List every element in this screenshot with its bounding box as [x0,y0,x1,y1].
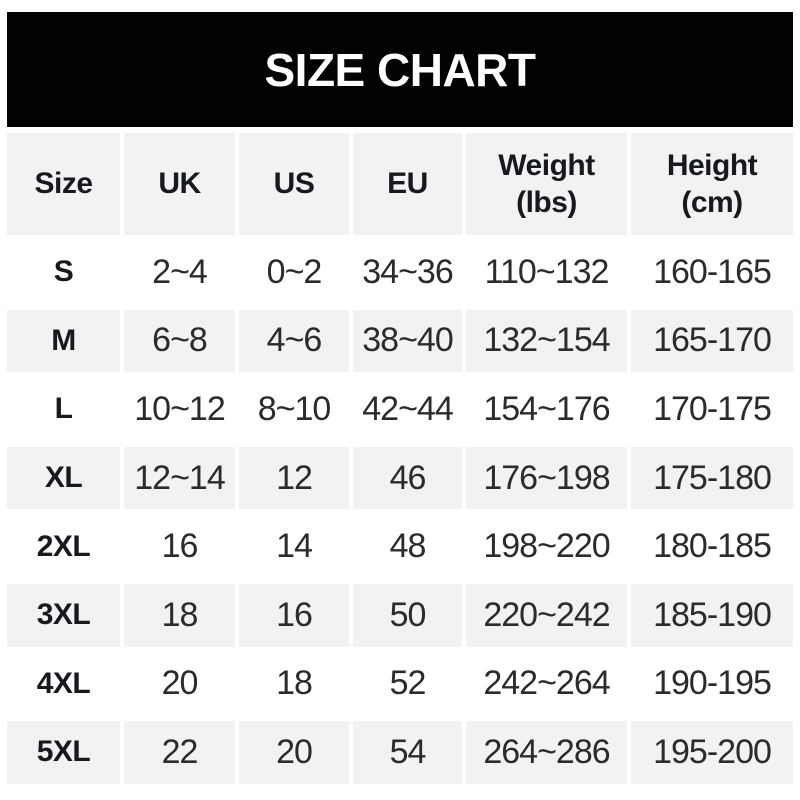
header-label: US [273,167,315,201]
size-cell: XL [7,446,120,510]
height-cell: 175-180 [631,446,793,510]
us-cell: 4~6 [239,309,349,373]
height-cell: 190-195 [631,652,793,716]
us-cell: 16 [239,583,349,647]
eu-cell: 34~36 [353,241,462,304]
eu-cell: 52 [353,652,462,716]
header-label: Weight [498,148,595,182]
weight-cell: 132~154 [466,309,627,373]
size-cell: 3XL [7,583,120,647]
header-cell-uk: UK [124,133,235,235]
uk-cell: 16 [124,515,235,578]
weight-cell: 220~242 [466,583,627,647]
height-cell: 170-175 [631,378,793,441]
eu-cell: 54 [353,721,462,784]
header-cell-height: Height (cm) [631,133,793,235]
header-cell-size: Size [7,133,120,235]
header-label: Size [34,167,93,201]
size-cell: M [7,309,120,373]
height-cell: 160-165 [631,241,793,304]
header-cell-eu: EU [353,133,462,235]
height-cell: 180-185 [631,515,793,578]
eu-cell: 38~40 [353,309,462,373]
us-cell: 20 [239,721,349,784]
header-cell-weight: Weight (lbs) [466,133,627,235]
uk-cell: 6~8 [124,309,235,373]
size-chart-banner: SIZE CHART [7,12,793,127]
weight-cell: 242~264 [466,652,627,716]
size-cell: 5XL [7,721,120,784]
eu-cell: 46 [353,446,462,510]
uk-cell: 20 [124,652,235,716]
header-sublabel: (lbs) [516,186,577,219]
height-cell: 195-200 [631,721,793,784]
us-cell: 18 [239,652,349,716]
eu-cell: 48 [353,515,462,578]
uk-cell: 10~12 [124,378,235,441]
header-cell-us: US [239,133,349,235]
us-cell: 12 [239,446,349,510]
header-label: EU [387,167,428,201]
size-cell: 4XL [7,652,120,716]
eu-cell: 50 [353,583,462,647]
header-sublabel: (cm) [681,186,743,219]
weight-cell: 176~198 [466,446,627,510]
weight-cell: 154~176 [466,378,627,441]
eu-cell: 42~44 [353,378,462,441]
us-cell: 14 [239,515,349,578]
height-cell: 185-190 [631,583,793,647]
us-cell: 8~10 [239,378,349,441]
uk-cell: 12~14 [124,446,235,510]
size-cell: 2XL [7,515,120,578]
uk-cell: 18 [124,583,235,647]
weight-cell: 264~286 [466,721,627,784]
weight-cell: 198~220 [466,515,627,578]
page-title: SIZE CHART [264,43,537,96]
size-cell: S [7,241,120,304]
size-cell: L [7,378,120,441]
us-cell: 0~2 [239,241,349,304]
weight-cell: 110~132 [466,241,627,304]
header-label: UK [158,167,201,201]
uk-cell: 2~4 [124,241,235,304]
uk-cell: 22 [124,721,235,784]
height-cell: 165-170 [631,309,793,373]
header-label: Height [666,148,758,182]
size-table: Size UK US EU Weight (lbs) Height (cm) S 2… [7,133,793,784]
